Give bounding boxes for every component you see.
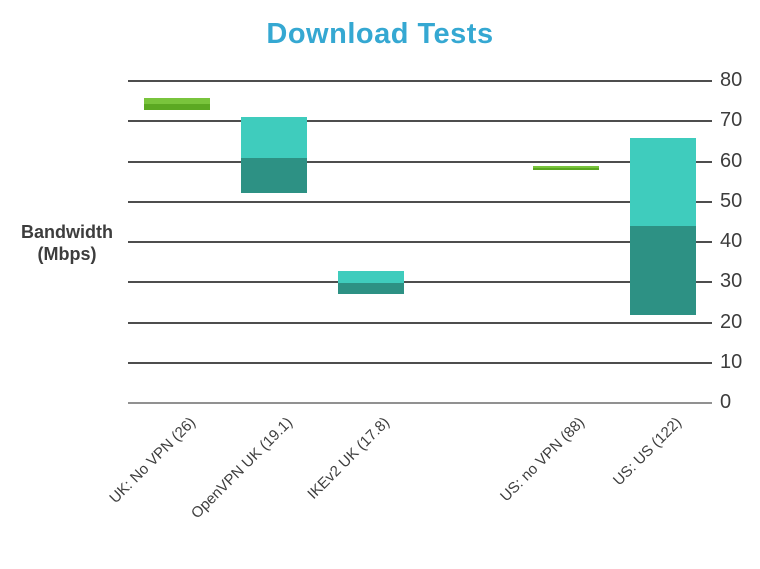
x-axis-label: US: US (122) [610, 414, 686, 490]
y-tick-label: 60 [720, 149, 743, 172]
y-tick-label: 80 [720, 69, 743, 91]
y-axis-title: Bandwidth (Mbps) [8, 221, 126, 265]
y-tick-label: 10 [720, 350, 743, 373]
y-tick-label: 50 [720, 189, 743, 212]
chart-title: Download Tests [266, 18, 494, 50]
gridline [128, 361, 712, 364]
gridline [128, 160, 712, 163]
gridline [128, 321, 712, 324]
bar-top-segment [533, 166, 599, 168]
gridline [128, 80, 712, 82]
bar-bottom-segment [533, 167, 599, 170]
y-tick-label: 20 [720, 310, 743, 333]
bar-bottom-segment [241, 158, 307, 194]
gridline [128, 241, 712, 243]
y-tick-label: 0 [720, 391, 732, 413]
bar-bottom-segment [143, 103, 210, 111]
bar-top-segment [241, 117, 307, 159]
gridline [128, 200, 712, 203]
gridline [128, 402, 712, 404]
bar-top-segment [338, 270, 405, 284]
gridline [128, 281, 712, 284]
y-tick-label: 30 [720, 270, 743, 293]
y-axis-title-line2: (Mbps) [37, 244, 97, 264]
bar-bottom-segment [338, 283, 405, 295]
x-axis-label: IKEv2 UK (17.8) [304, 414, 394, 503]
y-tick-label: 40 [720, 230, 743, 252]
y-axis-title-line1: Bandwidth [21, 222, 113, 242]
bar-top-segment [143, 97, 210, 104]
y-tick-label: 70 [720, 109, 743, 132]
bar-top-segment [630, 138, 697, 227]
bar-bottom-segment [630, 226, 697, 316]
gridline [128, 120, 712, 123]
